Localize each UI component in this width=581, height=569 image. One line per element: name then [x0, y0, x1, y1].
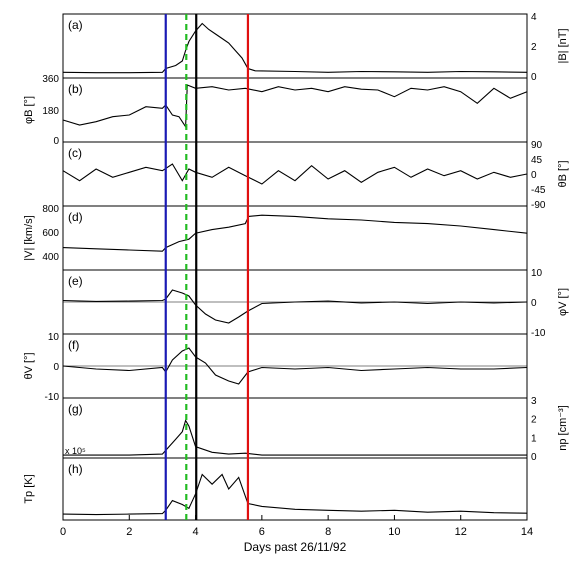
panel-frame: [62, 205, 528, 271]
y-tick-label: 90: [531, 140, 543, 151]
y-tick-label: 600: [42, 228, 59, 239]
y-axis-label: Tp [K]: [23, 474, 35, 503]
y-axis-label: θB [°]: [557, 160, 569, 187]
x-tick-label: 10: [388, 526, 400, 538]
y-tick-label: 45: [531, 155, 543, 166]
y-tick-label: 0: [531, 72, 537, 83]
panel-label: (g): [68, 402, 83, 416]
y-tick-label: 0: [531, 452, 537, 463]
x-tick-label: 2: [126, 526, 132, 538]
y-tick-label: 180: [42, 106, 59, 117]
x-tick-label: 14: [521, 526, 533, 538]
y-tick-label: -10: [531, 328, 546, 339]
x-axis: 0 2 4 6 8 10 12 14: [60, 515, 533, 538]
panel-frame: [62, 457, 528, 521]
y-tick-label: 0: [53, 362, 59, 373]
panels-group: (a) 0 2 4 360 |B| [nT] (b) 0 180 φB [°] (c) -90 -45 0…: [23, 12, 569, 521]
panel-frame: [62, 141, 528, 207]
y-tick-label: 10: [531, 268, 543, 279]
y-tick-label: 800: [42, 204, 59, 215]
data-series-line: [62, 347, 528, 385]
panel-label: (a): [68, 18, 83, 32]
panel-label: (h): [68, 462, 83, 476]
panel-frame: [62, 77, 528, 143]
panel-g: (g) 0 1 2 3 np [cm⁻³]: [62, 396, 569, 463]
x-tick-label: 4: [193, 526, 199, 538]
x-tick-label: 6: [259, 526, 265, 538]
panel-h: (h) x 10⁵ Tp [K]: [23, 446, 528, 521]
y-axis-label: |B| [nT]: [557, 28, 569, 63]
scale-note: x 10⁵: [65, 446, 86, 456]
y-tick-label: 360: [42, 74, 59, 85]
data-series-line: [62, 473, 528, 516]
x-tick-label: 8: [325, 526, 331, 538]
y-tick-label: 2: [531, 415, 537, 426]
panel-label: (e): [68, 274, 83, 288]
y-axis-label: φB [°]: [23, 96, 35, 124]
y-tick-label: 0: [531, 298, 537, 309]
data-series-line: [62, 163, 528, 185]
panel-b: (b) 0 180 φB [°]: [23, 77, 528, 147]
data-series-line: [62, 214, 528, 252]
data-series-line: [63, 419, 527, 456]
y-tick-label: -45: [531, 185, 546, 196]
panel-label: (f): [68, 338, 79, 352]
data-series-line: [62, 22, 528, 74]
y-axis-label: np [cm⁻³]: [557, 405, 569, 451]
data-series-line: [62, 289, 528, 324]
panel-frame: [62, 13, 528, 79]
y-tick-label: 0: [531, 170, 537, 181]
panel-frame: [62, 397, 528, 459]
y-axis-label: θV [°]: [23, 352, 35, 379]
y-tick-label: -10: [45, 392, 60, 403]
x-tick-label: 0: [60, 526, 66, 538]
panel-c: (c) -90 -45 0 45 90 θB [°]: [62, 140, 569, 211]
x-axis-label: Days past 26/11/92: [244, 540, 347, 554]
y-tick-label: 0: [53, 136, 59, 147]
y-axis-label: |V| [km/s]: [23, 215, 35, 260]
panel-label: (c): [68, 146, 82, 160]
data-series-line: [62, 84, 528, 129]
y-tick-label: 2: [531, 42, 537, 53]
y-tick-label: 3: [531, 396, 537, 407]
y-tick-label: 1: [531, 433, 537, 444]
panel-label: (b): [68, 82, 83, 96]
y-tick-label: 4: [531, 12, 537, 23]
panel-label: (d): [68, 210, 83, 224]
y-axis-label: φV [°]: [557, 288, 569, 316]
y-tick-label: 400: [42, 252, 59, 263]
event-markers-group: [164, 14, 250, 520]
panel-a: (a) 0 2 4 360 |B| [nT]: [42, 12, 569, 85]
y-tick-label: 10: [48, 332, 60, 343]
panel-e: (e) -10 0 10 φV [°]: [62, 268, 569, 339]
panel-d: (d) 400 600 800 |V| [km/s]: [23, 204, 528, 271]
x-tick-label: 12: [455, 526, 467, 538]
y-tick-label: -90: [531, 200, 546, 211]
panel-f: (f) -10 0 10 θV [°]: [23, 332, 528, 403]
